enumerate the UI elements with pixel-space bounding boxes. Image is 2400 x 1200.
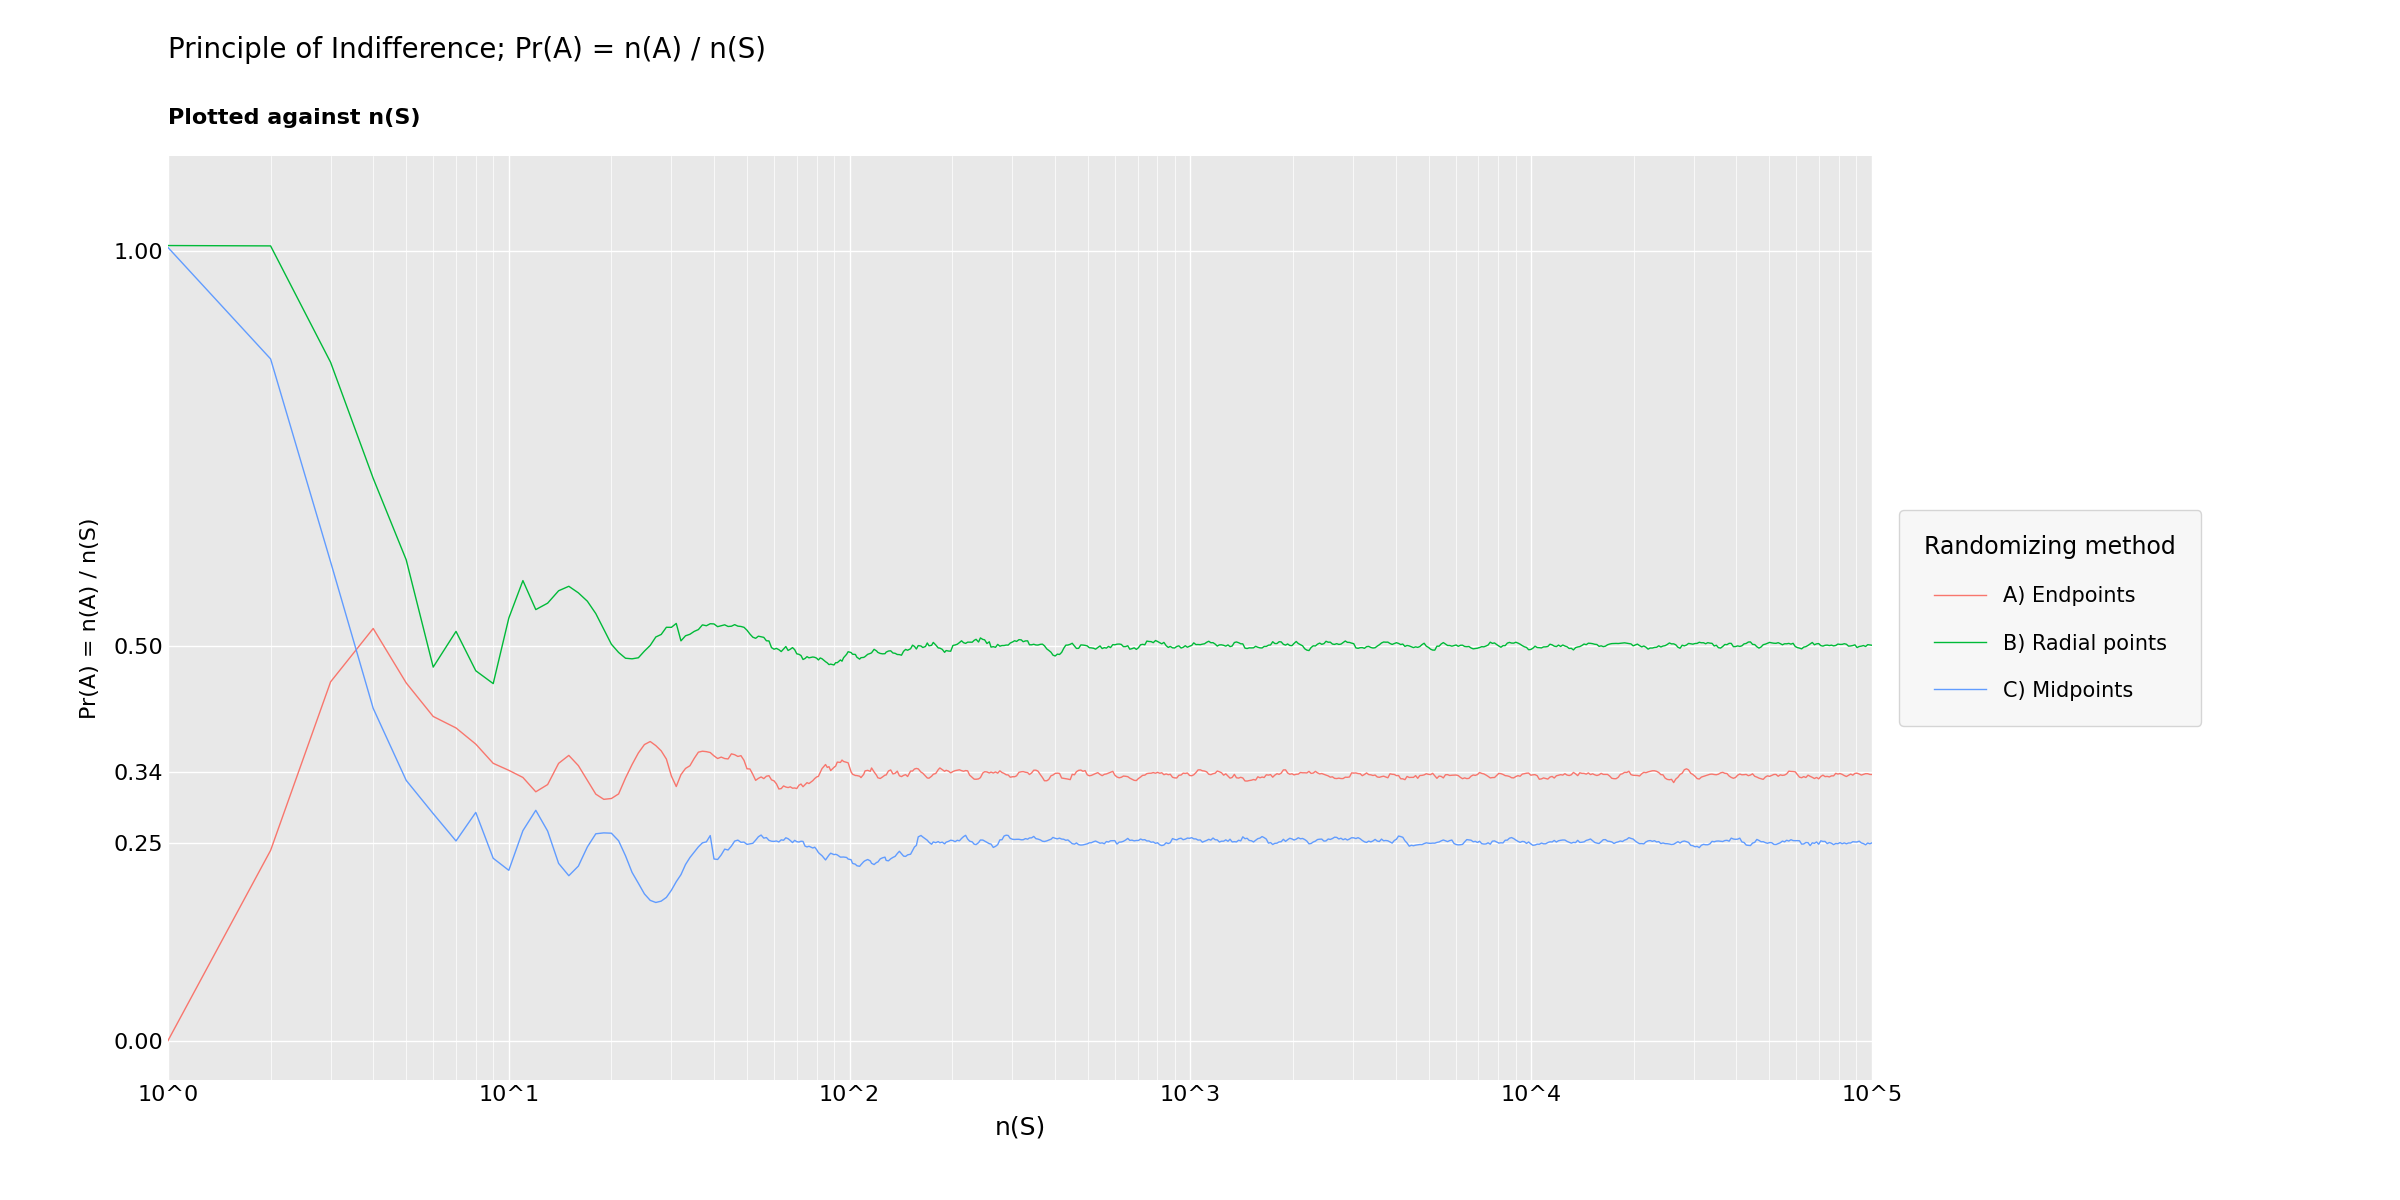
A) Endpoints: [1858, 767, 1886, 781]
C) Midpoints: [859, 857, 888, 871]
Y-axis label: Pr(A) = n(A) / n(S): Pr(A) = n(A) / n(S): [79, 517, 98, 719]
C) Midpoints: [1145, 838, 1174, 852]
A) Endpoints: [1313, 769, 1342, 784]
A) Endpoints: [1574, 766, 1603, 780]
A) Endpoints: [358, 622, 386, 636]
Text: Principle of Indifference; Pr(A) = n(A) / n(S): Principle of Indifference; Pr(A) = n(A) …: [168, 36, 766, 64]
A) Endpoints: [154, 1033, 182, 1048]
B) Radial points: [1836, 638, 1865, 653]
B) Radial points: [1313, 635, 1342, 649]
A) Endpoints: [1318, 769, 1346, 784]
A) Endpoints: [859, 764, 888, 779]
C) Midpoints: [1313, 832, 1342, 846]
A) Endpoints: [1145, 766, 1174, 780]
Line: B) Radial points: B) Radial points: [168, 246, 1872, 684]
B) Radial points: [859, 642, 888, 656]
C) Midpoints: [1574, 833, 1603, 847]
C) Midpoints: [1858, 835, 1886, 850]
B) Radial points: [1145, 636, 1174, 650]
C) Midpoints: [1836, 836, 1865, 851]
X-axis label: n(S): n(S): [994, 1116, 1046, 1140]
Line: A) Endpoints: A) Endpoints: [168, 629, 1872, 1040]
C) Midpoints: [641, 895, 670, 910]
B) Radial points: [154, 239, 182, 253]
Line: C) Midpoints: C) Midpoints: [168, 247, 1872, 902]
B) Radial points: [1318, 637, 1346, 652]
B) Radial points: [1858, 638, 1886, 653]
A) Endpoints: [1836, 767, 1865, 781]
Legend: A) Endpoints, B) Radial points, C) Midpoints: A) Endpoints, B) Radial points, C) Midpo…: [1898, 510, 2201, 726]
B) Radial points: [480, 677, 509, 691]
C) Midpoints: [154, 240, 182, 254]
B) Radial points: [1574, 636, 1603, 650]
Text: Plotted against n(S): Plotted against n(S): [168, 108, 420, 128]
C) Midpoints: [1318, 832, 1346, 846]
